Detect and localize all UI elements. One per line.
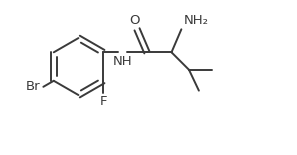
Text: NH₂: NH₂ [184, 14, 208, 27]
Text: Br: Br [26, 80, 40, 93]
Text: O: O [129, 14, 140, 27]
Text: NH: NH [113, 55, 132, 68]
Text: F: F [99, 95, 107, 108]
